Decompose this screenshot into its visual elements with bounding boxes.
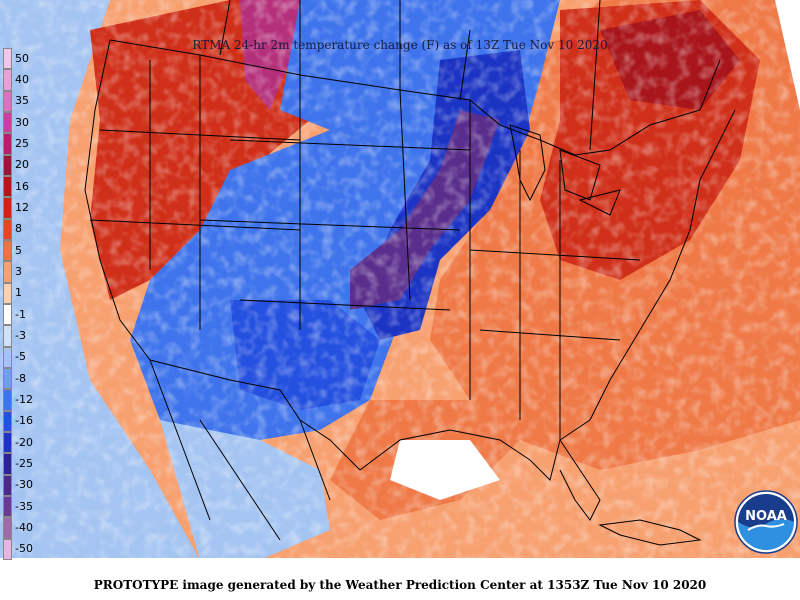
legend-label: -30 [15,478,33,492]
canada-provinces [219,0,601,151]
great-lakes-outline [509,124,621,216]
legend-label: -1 [15,307,26,321]
legend-label: 12 [15,201,29,214]
legend-label: 3 [15,265,22,278]
legend-label: -25 [15,457,33,470]
cuba-outline [598,519,702,546]
us-east-coast [589,109,736,421]
legend-swatch [3,112,12,134]
footer-caption: PROTOTYPE image generated by the Weather… [93,578,707,592]
legend-label: 30 [15,115,29,129]
state-lines-plains [199,75,641,440]
color-legend: 50 40 35 30 25 20 16 12 8 5 3 1 -1 -3 -5 -8 -12 -16 -20 -25… [3,48,33,560]
legend-swatch [3,282,12,304]
legend-swatch [3,496,12,518]
legend-label: -3 [15,329,26,342]
legend-label: -8 [15,371,26,385]
legend-swatch [3,176,12,198]
legend-swatch [3,432,12,454]
legend-swatch [3,69,12,91]
legend-label: -20 [15,435,33,449]
florida-outline [559,439,601,521]
legend-swatch [3,517,12,539]
map-title: RTMA 24-hr 2m temperature change (F) as … [192,38,608,52]
legend-label: 5 [15,243,22,257]
us-mexico-border [149,359,361,471]
legend-swatch [3,90,12,112]
legend-label: -12 [15,393,33,406]
legend-swatch [3,538,12,560]
noaa-logo-text: NOAA [745,509,787,524]
us-canada-border [109,39,721,156]
legend-swatch [3,133,12,155]
legend-label: 50 [15,51,29,65]
legend-label: 40 [15,73,29,86]
legend-label: 8 [15,222,22,236]
us-gulf-coast [359,419,591,481]
legend-swatch [3,346,12,368]
legend-swatch [3,261,12,283]
legend-swatch [3,154,12,176]
legend-swatch [3,240,12,262]
legend-swatch [3,389,12,411]
legend-swatch [3,304,12,326]
legend-swatch [3,197,12,219]
legend-label: 25 [15,137,29,150]
legend-label: -16 [15,414,33,428]
legend-label: 20 [15,158,29,172]
legend-label: -5 [15,350,26,364]
legend-swatch [3,453,12,475]
legend-label: -35 [15,499,33,513]
legend-label: 35 [15,94,29,108]
us-outline-west-coast [84,39,151,361]
legend-swatch [3,48,12,70]
legend-swatch [3,474,12,496]
noaa-logo-icon: NOAA [734,490,798,554]
legend-swatch [3,410,12,432]
mexico-interior-lines [149,359,331,541]
legend-swatch [3,368,12,390]
political-borders [84,0,736,546]
legend-label: 16 [15,179,29,193]
state-lines-west [89,55,301,330]
temperature-field [0,0,800,558]
legend-label: -50 [15,542,33,556]
legend-swatch [3,325,12,347]
legend-label: 1 [15,286,22,300]
legend-swatch [3,218,12,240]
legend-label: -40 [15,521,33,534]
